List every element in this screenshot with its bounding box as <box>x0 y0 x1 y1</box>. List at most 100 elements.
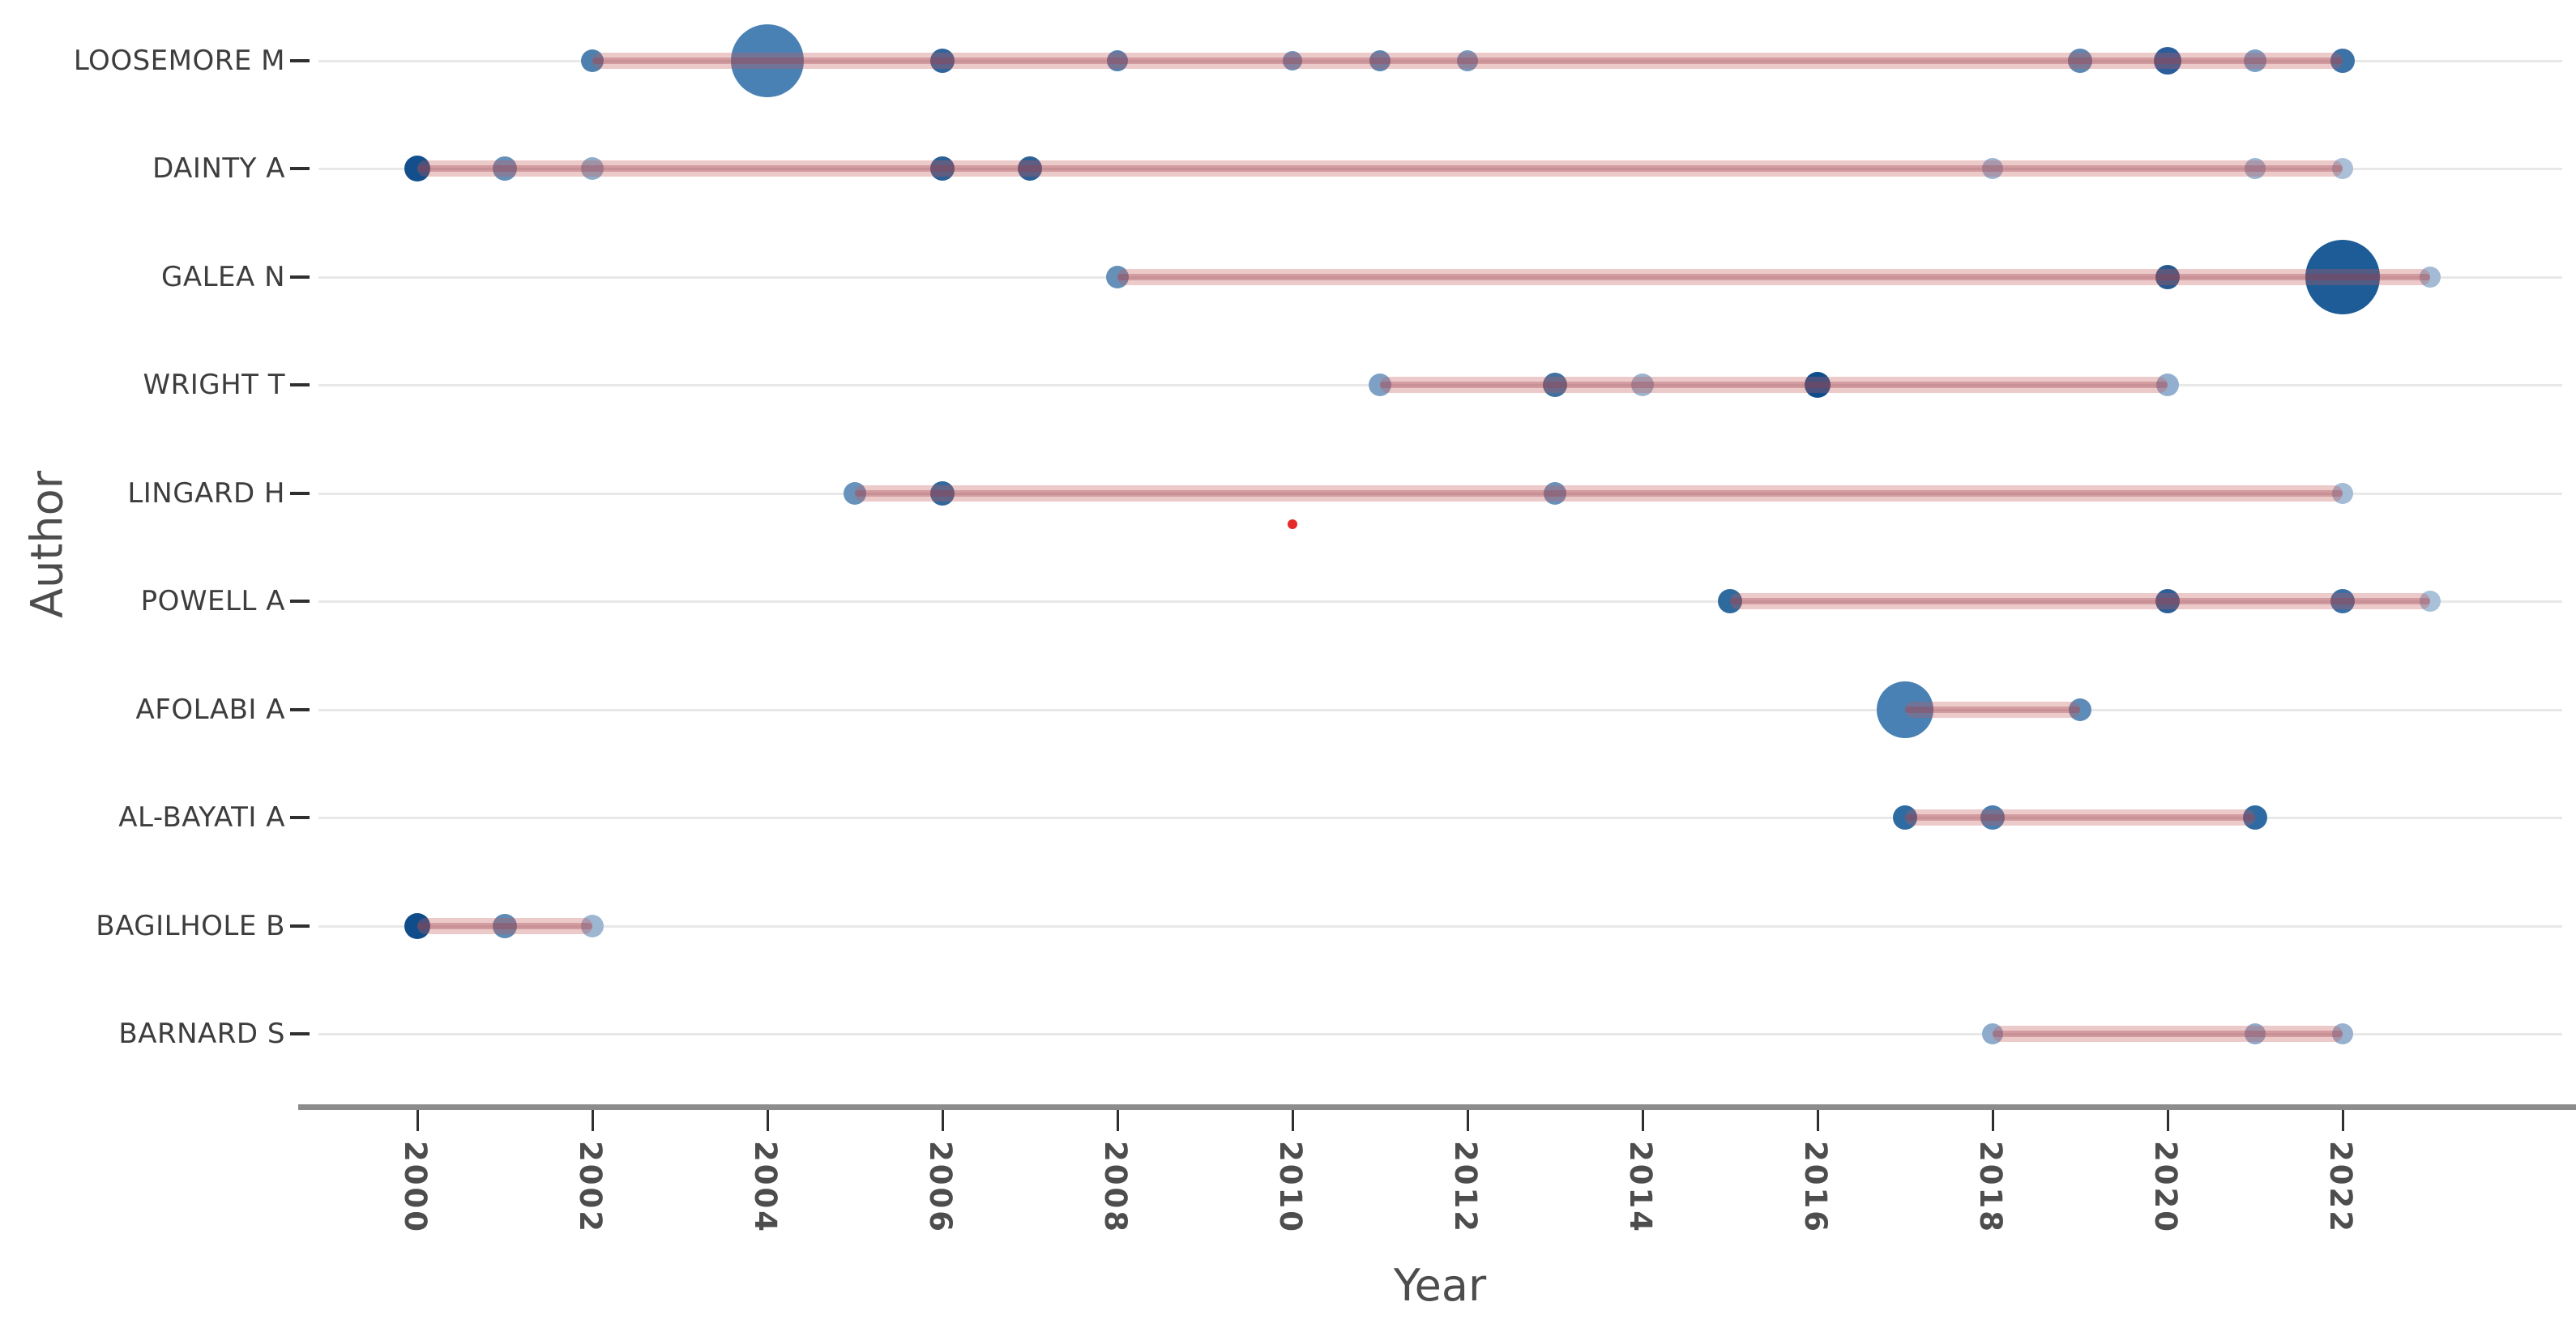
publication-bubble <box>581 157 604 181</box>
x-tick-mark <box>592 1110 594 1131</box>
author-timeline-core <box>1380 382 2168 389</box>
x-tick-mark <box>2342 1110 2344 1131</box>
publication-bubble <box>2332 1023 2353 1045</box>
x-tick-label: 2022 <box>2323 1141 2358 1234</box>
y-tick-mark <box>290 707 310 711</box>
author-timeline-band <box>1117 268 2430 285</box>
author-timeline-core <box>855 489 2343 497</box>
author-timeline-core <box>1993 1031 2343 1038</box>
author-timeline-band <box>417 160 2343 177</box>
publication-bubble <box>2244 49 2266 72</box>
row-gridline <box>318 600 2562 604</box>
y-tick-mark <box>290 600 310 604</box>
author-timeline-core <box>1905 814 2255 822</box>
author-timeline-band <box>855 485 2343 502</box>
publication-bubble <box>1283 51 1302 70</box>
publication-bubble <box>493 913 517 938</box>
publication-bubble <box>930 49 955 73</box>
x-tick-mark <box>2167 1110 2169 1131</box>
x-axis-line <box>298 1104 2576 1110</box>
y-tick-mark <box>290 59 310 62</box>
author-timeline-band <box>1905 701 2080 718</box>
row-gridline <box>318 817 2562 820</box>
publication-bubble <box>493 156 517 181</box>
publication-bubble <box>2305 239 2380 314</box>
y-axis-author-label: GALEA N <box>160 260 285 293</box>
author-timeline-core <box>1905 706 2080 713</box>
y-tick-mark <box>290 924 310 928</box>
author-timeline-core <box>417 922 592 929</box>
x-tick-mark <box>1642 1110 1644 1131</box>
y-axis-author-label: WRIGHT T <box>143 369 285 402</box>
x-tick-label: 2000 <box>398 1141 433 1234</box>
publication-bubble <box>1543 373 1567 398</box>
row-gridline <box>318 168 2562 171</box>
author-timeline-band <box>417 917 592 934</box>
publication-bubble <box>930 156 955 181</box>
row-gridline <box>318 384 2562 387</box>
publication-bubble <box>2068 49 2092 73</box>
publication-bubble <box>930 480 955 506</box>
row-gridline <box>318 708 2562 711</box>
x-tick-label: 2002 <box>573 1141 608 1234</box>
row-gridline <box>318 1033 2562 1036</box>
publication-bubble <box>1982 1023 2003 1045</box>
y-tick-mark <box>290 167 310 171</box>
publication-bubble <box>2420 266 2441 288</box>
x-tick-mark <box>1117 1110 1119 1131</box>
publication-bubble <box>844 481 866 505</box>
author-timeline-core <box>1730 598 2430 605</box>
y-tick-mark <box>290 1032 310 1036</box>
y-axis-author-label: DAINTY A <box>152 152 285 186</box>
row-gridline <box>318 924 2562 928</box>
author-timeline-core <box>1117 273 2430 280</box>
y-axis-author-label: AL-BAYATI A <box>118 801 285 835</box>
publication-bubble <box>2154 47 2181 75</box>
publication-bubble <box>581 914 604 937</box>
publication-bubble <box>1544 481 1566 505</box>
author-timeline-core <box>417 165 2343 173</box>
row-gridline <box>318 275 2562 279</box>
outlier-red-dot <box>1288 519 1297 529</box>
x-tick-label: 2018 <box>1973 1141 2008 1234</box>
publication-bubble <box>1457 50 1478 71</box>
y-axis-author-label: BAGILHOLE B <box>96 909 285 942</box>
publication-bubble <box>1805 372 1831 399</box>
publication-bubble <box>2069 698 2091 721</box>
x-tick-label: 2008 <box>1098 1141 1133 1234</box>
x-tick-label: 2014 <box>1623 1141 1658 1234</box>
x-tick-label: 2010 <box>1273 1141 1308 1234</box>
x-tick-label: 2004 <box>748 1141 783 1234</box>
publication-bubble <box>2243 805 2267 830</box>
y-axis-author-label: POWELL A <box>140 585 285 618</box>
publication-bubble <box>1631 374 1654 397</box>
x-axis-title: Year <box>1393 1260 1487 1311</box>
publication-bubble <box>2245 158 2266 180</box>
x-tick-mark <box>1817 1110 1819 1131</box>
y-axis-author-label: AFOLABI A <box>135 693 285 726</box>
y-axis-author-label: BARNARD S <box>118 1018 285 1051</box>
row-gridline <box>318 60 2562 62</box>
y-axis-author-label: LOOSEMORE M <box>73 45 285 77</box>
author-timeline-band <box>1730 593 2430 610</box>
y-axis-author-label: LINGARD H <box>127 476 285 510</box>
publication-bubble <box>1877 681 1933 738</box>
publication-bubble <box>1980 805 2005 830</box>
author-timeline-band <box>1905 809 2255 826</box>
publication-bubble <box>2330 49 2355 73</box>
x-tick-label: 2016 <box>1798 1141 1833 1234</box>
publication-bubble <box>581 49 604 72</box>
author-timeline-band <box>1380 377 2168 394</box>
author-timeline-band <box>1993 1026 2343 1043</box>
row-gridline <box>318 492 2562 495</box>
publication-bubble <box>1982 158 2003 180</box>
x-tick-mark <box>1992 1110 1994 1131</box>
publication-bubble <box>1018 156 1042 181</box>
x-tick-label: 2020 <box>2148 1141 2183 1234</box>
x-tick-label: 2012 <box>1448 1141 1483 1234</box>
author-timeline-band <box>592 53 2343 69</box>
publication-bubble <box>2332 482 2353 504</box>
publication-bubble <box>1718 589 1742 614</box>
y-tick-mark <box>290 816 310 820</box>
